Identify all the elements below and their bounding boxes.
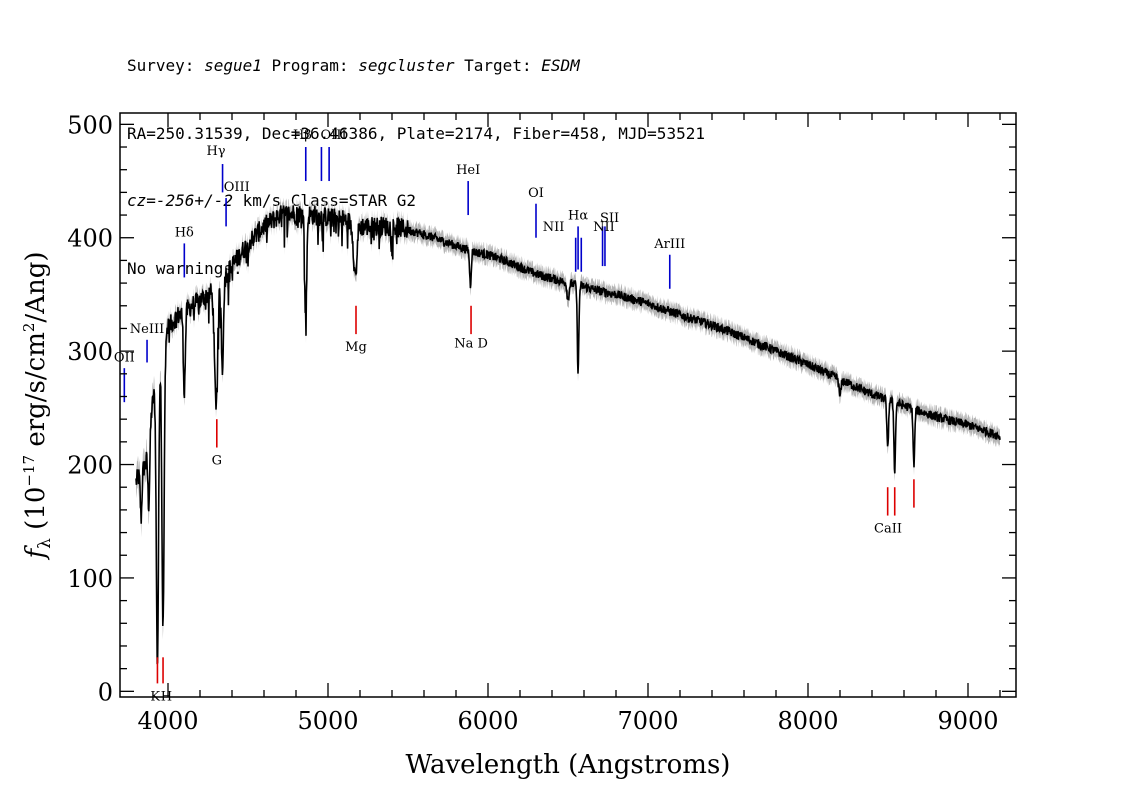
header-survey-seg-3: segcluster bbox=[358, 56, 455, 75]
emission-line-label-5: Hβ bbox=[293, 128, 312, 143]
emission-line-label-9: OI bbox=[528, 186, 544, 201]
emission-line-label-3: Hγ bbox=[206, 144, 225, 159]
emission-line-label-4: OIII bbox=[224, 180, 250, 195]
absorption-line-label-3: Mg bbox=[345, 340, 367, 355]
x-tick-label-8000: 8000 bbox=[777, 707, 838, 735]
y-axis-title-post: /Ang) bbox=[21, 252, 51, 323]
emission-line-label-6: OIII bbox=[321, 128, 347, 143]
y-axis-title-sub: λ bbox=[35, 538, 55, 549]
emission-line-label-12: NII bbox=[593, 220, 615, 235]
emission-line-label-15: ArIII bbox=[653, 237, 685, 252]
y-tick-label-0: 0 bbox=[98, 678, 113, 706]
x-tick-label-6000: 6000 bbox=[457, 707, 518, 735]
y-axis-title-mid: erg/s/cm bbox=[21, 332, 51, 455]
x-tick-label-7000: 7000 bbox=[617, 707, 678, 735]
emission-line-label-11: Hα bbox=[568, 209, 588, 224]
x-axis-title: Wavelength (Angstroms) bbox=[406, 750, 731, 780]
emission-line-label-13: SII bbox=[600, 211, 619, 226]
flux-error-band bbox=[136, 197, 1000, 678]
header-survey-seg-4: Target: bbox=[454, 56, 542, 75]
emission-line-label-8: HeI bbox=[456, 163, 480, 178]
emission-line-label-1: OII bbox=[114, 350, 135, 365]
emission-line-label-2: Hδ bbox=[175, 226, 194, 241]
header-warnings-line: No warnings. bbox=[127, 258, 243, 278]
y-tick-label-200: 200 bbox=[67, 452, 113, 480]
y-tick-label-400: 400 bbox=[67, 225, 113, 253]
y-axis-title: fλ (10−17 erg/s/cm2/Ang) bbox=[20, 252, 55, 561]
absorption-line-label-4: Na D bbox=[454, 337, 488, 352]
y-axis-title-pre: (10 bbox=[21, 487, 51, 539]
header-coordinates-line: RA=250.31539, Dec=36.46386, Plate=2174, … bbox=[127, 123, 705, 143]
header-survey-line: Survey: segue1 Program: segcluster Targe… bbox=[127, 55, 705, 78]
y-axis-title-exp2: 2 bbox=[20, 323, 38, 333]
header-survey-seg-0: Survey: bbox=[127, 56, 205, 75]
header-survey-seg-5: ESDM bbox=[541, 56, 580, 75]
header-survey-seg-2: Program: bbox=[261, 56, 359, 75]
y-tick-label-500: 500 bbox=[67, 111, 113, 139]
y-axis-title-exp1: −17 bbox=[20, 455, 38, 487]
plot-area bbox=[123, 147, 1001, 684]
x-tick-label-4000: 4000 bbox=[137, 707, 198, 735]
emission-line-label-0: NeIII bbox=[130, 322, 164, 337]
x-tick-label-9000: 9000 bbox=[937, 707, 998, 735]
absorption-line-label-5: CaII bbox=[874, 522, 902, 537]
x-tick-label-5000: 5000 bbox=[297, 707, 358, 735]
flux-spectrum-line bbox=[135, 205, 1001, 665]
header-redshift-seg-0: cz=-256+/-2 bbox=[127, 191, 233, 210]
plot-frame bbox=[119, 112, 1017, 698]
emission-line-label-10: NII bbox=[543, 220, 565, 235]
header-survey-seg-1: segue1 bbox=[204, 56, 262, 75]
y-tick-label-100: 100 bbox=[67, 565, 113, 593]
y-tick-label-300: 300 bbox=[67, 338, 113, 366]
absorption-line-label-2: G bbox=[212, 454, 222, 469]
